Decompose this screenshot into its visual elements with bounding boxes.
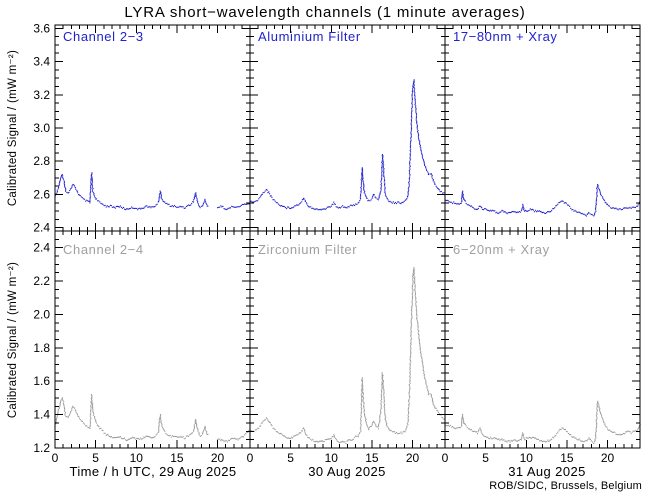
data-series-0 bbox=[54, 172, 251, 211]
x-tick-label: 0 bbox=[247, 451, 254, 465]
y-tick-label: 3.2 bbox=[33, 88, 50, 102]
y-tick-label: 3.4 bbox=[33, 55, 50, 69]
x-tick-label: 5 bbox=[287, 451, 294, 465]
x-tick-label: 15 bbox=[560, 451, 574, 465]
y-tick-label: 2.2 bbox=[33, 274, 50, 288]
x-tick-label: 20 bbox=[211, 451, 225, 465]
panel-label-aluminium-filter: Aluminium Filter bbox=[258, 29, 361, 44]
data-series-3 bbox=[54, 394, 251, 443]
panel-label-zirconium-filter: Zirconium Filter bbox=[258, 242, 358, 257]
x-axis-date-30-aug: 30 Aug 2025 bbox=[308, 464, 386, 479]
panel-label-17-80nm-xray: 17−80nm + Xray bbox=[453, 29, 558, 44]
y-axis-label-top-row: Calibrated Signal / (mW m⁻²) bbox=[7, 49, 19, 207]
y-axis-label-bottom-row: Calibrated Signal / (mW m⁻²) bbox=[7, 261, 19, 419]
x-tick-label: 0 bbox=[52, 451, 59, 465]
data-series-1 bbox=[249, 79, 446, 211]
y-tick-label: 1.8 bbox=[33, 341, 50, 355]
y-tick-label: 2.4 bbox=[33, 241, 50, 255]
panel-label-channel-2-3: Channel 2−3 bbox=[63, 29, 144, 44]
chart-title: LYRA short−wavelength channels (1 minute… bbox=[124, 4, 526, 21]
y-tick-label: 2.8 bbox=[33, 154, 50, 168]
x-tick-label: 10 bbox=[130, 451, 144, 465]
tick-labels: 2.4 2.6 2.8 3.0 3.2 3.4 3.6 0 5 10 15 20 1.2 1.4 1.6 1.… bbox=[33, 21, 614, 465]
x-tick-label: 15 bbox=[170, 451, 184, 465]
x-tick-label: 5 bbox=[92, 451, 99, 465]
x-tick-label: 0 bbox=[442, 451, 449, 465]
y-tick-label: 2.6 bbox=[33, 188, 50, 202]
x-axis-date-29-aug: Time / h UTC, 29 Aug 2025 bbox=[69, 464, 237, 479]
panel-label-channel-2-4: Channel 2−4 bbox=[63, 242, 144, 257]
y-tick-label: 1.2 bbox=[33, 441, 50, 455]
x-tick-label: 10 bbox=[520, 451, 534, 465]
y-tick-label: 1.4 bbox=[33, 408, 50, 422]
y-tick-label: 3.0 bbox=[33, 121, 50, 135]
data-series-2 bbox=[444, 183, 641, 217]
y-tick-label: 1.6 bbox=[33, 374, 50, 388]
data-series-4 bbox=[249, 267, 446, 445]
x-tick-label: 20 bbox=[601, 451, 615, 465]
axes-and-ticks bbox=[54, 24, 641, 449]
data-series-5 bbox=[444, 400, 641, 445]
y-tick-label: 2.0 bbox=[33, 308, 50, 322]
panel-label-6-20nm-xray: 6−20nm + Xray bbox=[453, 242, 550, 257]
y-tick-label: 2.4 bbox=[33, 221, 50, 235]
y-tick-label: 3.6 bbox=[33, 21, 50, 35]
x-tick-label: 10 bbox=[325, 451, 339, 465]
x-tick-label: 15 bbox=[365, 451, 379, 465]
x-tick-label: 5 bbox=[482, 451, 489, 465]
credit-text: ROB/SIDC, Brussels, Belgium bbox=[489, 480, 642, 492]
x-tick-label: 20 bbox=[406, 451, 420, 465]
x-axis-date-31-aug: 31 Aug 2025 bbox=[508, 464, 586, 479]
